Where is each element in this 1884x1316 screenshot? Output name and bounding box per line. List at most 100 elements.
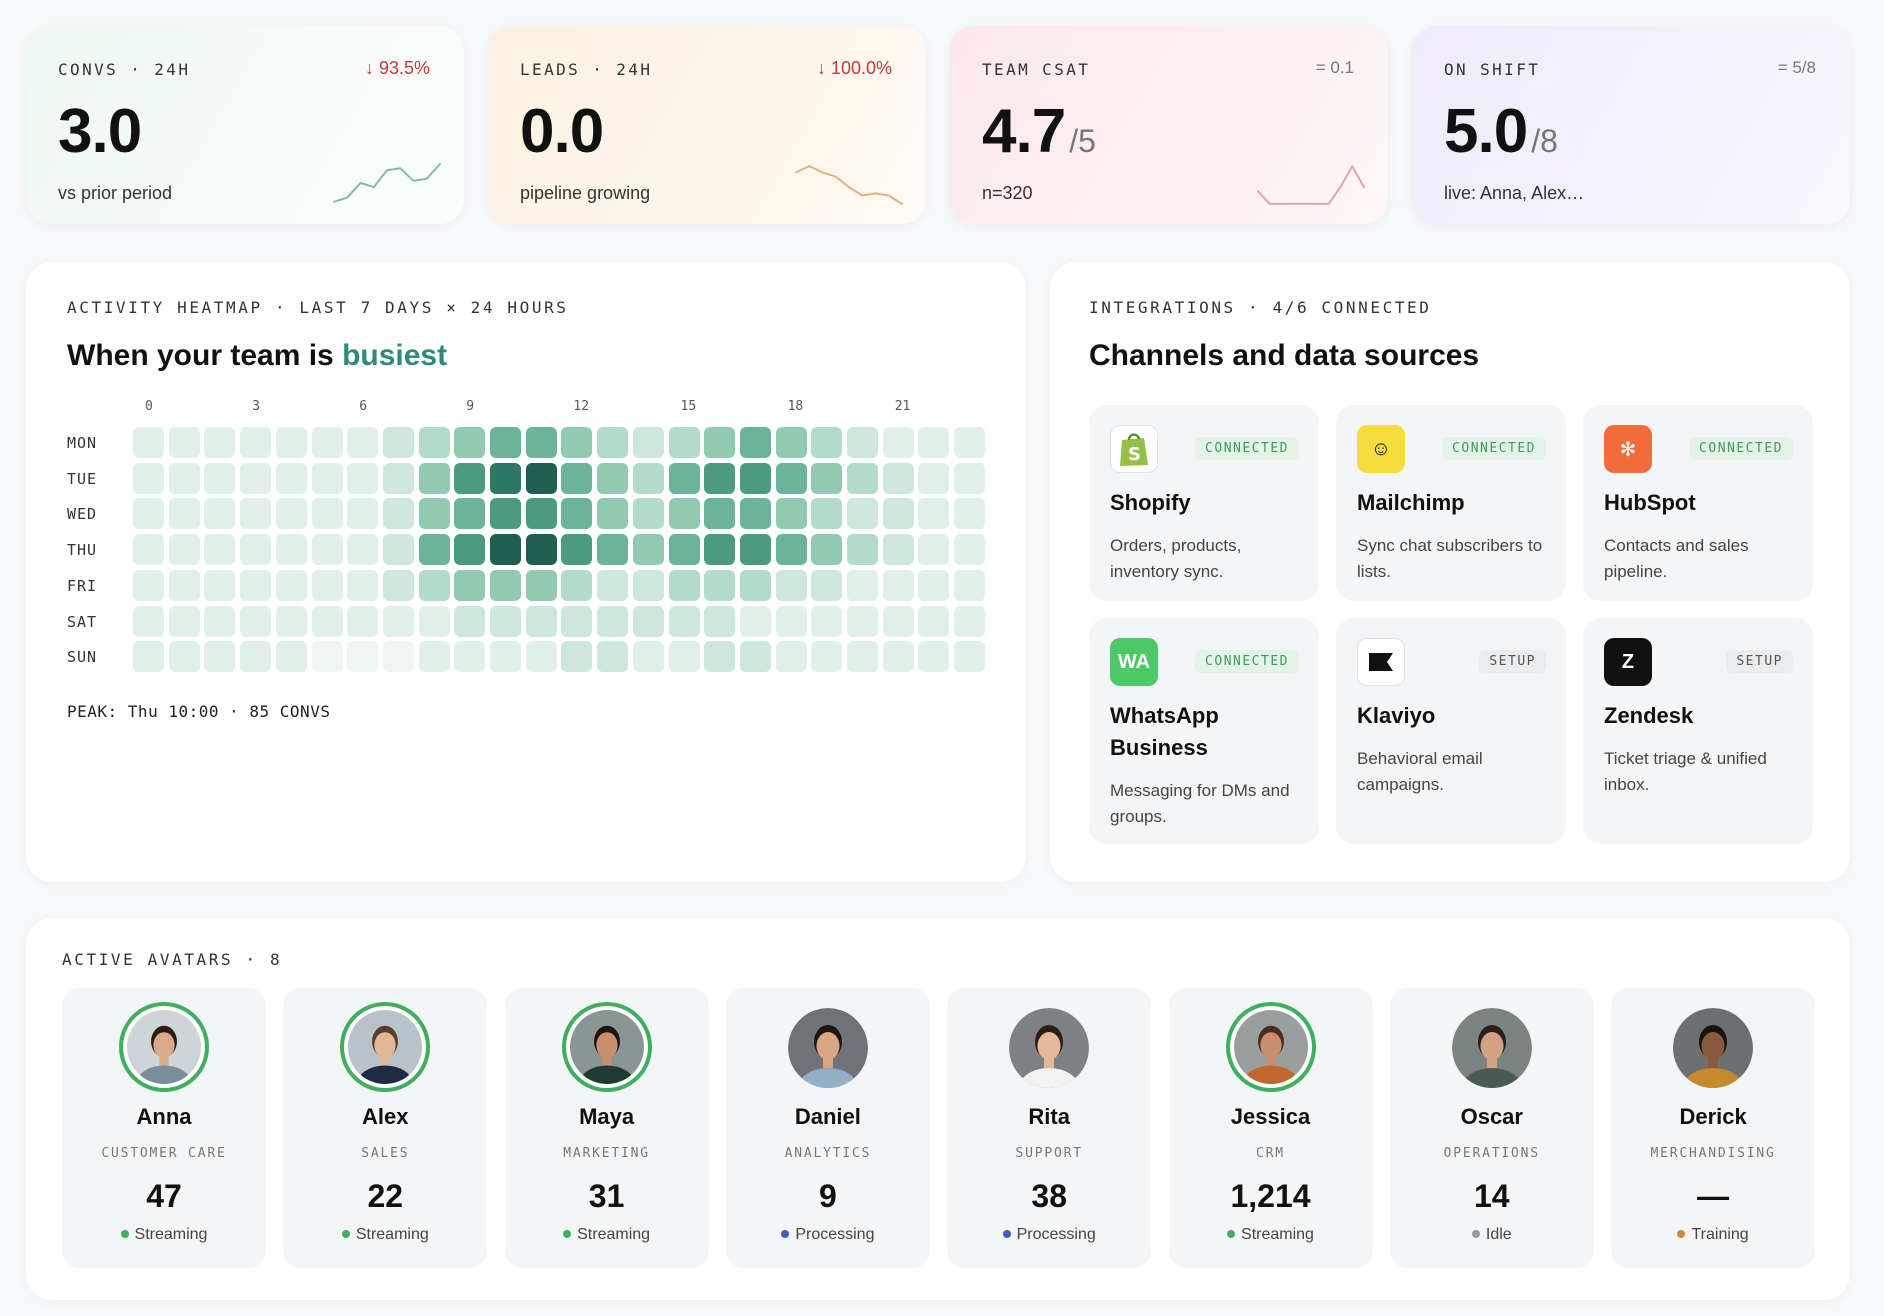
heatmap-cell[interactable] — [454, 427, 486, 458]
heatmap-cell[interactable] — [954, 534, 986, 566]
heatmap-cell[interactable] — [811, 641, 843, 673]
heatmap-cell[interactable] — [811, 427, 843, 458]
heatmap-cell[interactable] — [918, 462, 950, 494]
heatmap-cell[interactable] — [525, 641, 557, 673]
heatmap-cell[interactable] — [490, 641, 521, 673]
heatmap-cell[interactable] — [240, 605, 272, 637]
heatmap-cell[interactable] — [347, 462, 379, 494]
heatmap-cell[interactable] — [847, 427, 878, 458]
heatmap-cell[interactable] — [418, 498, 450, 530]
heatmap-cell[interactable] — [668, 641, 700, 673]
heatmap-cell[interactable] — [347, 569, 379, 601]
avatar-card-anna[interactable]: Anna CUSTOMER CARE 47 Streaming — [62, 988, 266, 1268]
integration-card-mailchimp[interactable]: ☺ CONNECTED Mailchimp Sync chat subscribers… — [1336, 405, 1566, 601]
heatmap-cell[interactable] — [882, 462, 914, 494]
heatmap-cell[interactable] — [347, 498, 379, 530]
heatmap-cell[interactable] — [490, 462, 521, 494]
heatmap-cell[interactable] — [918, 498, 950, 530]
heatmap-cell[interactable] — [632, 569, 664, 601]
heatmap-cell[interactable] — [918, 605, 950, 637]
heatmap-cell[interactable] — [704, 462, 736, 494]
heatmap-cell[interactable] — [847, 498, 878, 530]
heatmap-cell[interactable] — [739, 605, 771, 637]
heatmap-cell[interactable] — [882, 498, 914, 530]
heatmap-cell[interactable] — [311, 569, 343, 601]
heatmap-cell[interactable] — [918, 641, 950, 673]
heatmap-cell[interactable] — [382, 462, 414, 494]
heatmap-cell[interactable] — [418, 641, 450, 673]
heatmap-cell[interactable] — [704, 605, 736, 637]
heatmap-cell[interactable] — [490, 534, 521, 566]
heatmap-cell[interactable] — [347, 534, 379, 566]
integration-card-zendesk[interactable]: Z SETUP Zendesk Ticket triage & unified inb… — [1583, 618, 1813, 844]
heatmap-cell[interactable] — [847, 462, 878, 494]
heatmap-cell[interactable] — [168, 641, 200, 673]
heatmap-cell[interactable] — [811, 534, 843, 566]
heatmap-cell[interactable] — [882, 641, 914, 673]
heatmap-cell[interactable] — [775, 534, 807, 566]
avatar-card-derick[interactable]: Derick MERCHANDISING — Training — [1611, 988, 1816, 1268]
heatmap-cell[interactable] — [204, 641, 236, 673]
heatmap-cell[interactable] — [133, 534, 164, 566]
heatmap-cell[interactable] — [632, 498, 664, 530]
heatmap-cell[interactable] — [882, 534, 914, 566]
heatmap-cell[interactable] — [454, 498, 486, 530]
heatmap-cell[interactable] — [454, 605, 486, 637]
heatmap-cell[interactable] — [347, 641, 379, 673]
heatmap-cell[interactable] — [918, 534, 950, 566]
heatmap-cell[interactable] — [882, 569, 914, 601]
heatmap-cell[interactable] — [275, 534, 307, 566]
heatmap-cell[interactable] — [918, 569, 950, 601]
heatmap-cell[interactable] — [204, 427, 236, 458]
heatmap-cell[interactable] — [168, 462, 200, 494]
heatmap-cell[interactable] — [454, 462, 486, 494]
heatmap-cell[interactable] — [561, 427, 593, 458]
heatmap-cell[interactable] — [204, 498, 236, 530]
heatmap-cell[interactable] — [882, 605, 914, 637]
heatmap-cell[interactable] — [525, 498, 557, 530]
heatmap-cell[interactable] — [847, 569, 878, 601]
heatmap-cell[interactable] — [382, 498, 414, 530]
integration-card-shopify[interactable]: S CONNECTED Shopify Orders, products, inven… — [1089, 405, 1319, 601]
heatmap-cell[interactable] — [418, 462, 450, 494]
heatmap-cell[interactable] — [704, 534, 736, 566]
avatar-card-alex[interactable]: Alex SALES 22 Streaming — [283, 988, 488, 1268]
heatmap-cell[interactable] — [597, 427, 629, 458]
heatmap-cell[interactable] — [133, 462, 164, 494]
heatmap-cell[interactable] — [954, 605, 986, 637]
heatmap-cell[interactable] — [632, 427, 664, 458]
heatmap-cell[interactable] — [382, 534, 414, 566]
heatmap-cell[interactable] — [739, 498, 771, 530]
heatmap-cell[interactable] — [204, 462, 236, 494]
heatmap-cell[interactable] — [632, 462, 664, 494]
heatmap-cell[interactable] — [847, 641, 878, 673]
heatmap-cell[interactable] — [597, 641, 629, 673]
heatmap-cell[interactable] — [382, 605, 414, 637]
heatmap-cell[interactable] — [954, 462, 986, 494]
heatmap-cell[interactable] — [275, 427, 307, 458]
heatmap-cell[interactable] — [490, 605, 521, 637]
heatmap-cell[interactable] — [668, 427, 700, 458]
heatmap-cell[interactable] — [525, 534, 557, 566]
heatmap-cell[interactable] — [382, 641, 414, 673]
heatmap-cell[interactable] — [739, 641, 771, 673]
heatmap-cell[interactable] — [240, 427, 272, 458]
heatmap-cell[interactable] — [133, 498, 164, 530]
heatmap-cell[interactable] — [561, 462, 593, 494]
heatmap-cell[interactable] — [454, 534, 486, 566]
heatmap-cell[interactable] — [561, 498, 593, 530]
heatmap-cell[interactable] — [597, 534, 629, 566]
heatmap-cell[interactable] — [811, 498, 843, 530]
heatmap-cell[interactable] — [918, 427, 950, 458]
heatmap-cell[interactable] — [490, 427, 521, 458]
heatmap-cell[interactable] — [168, 498, 200, 530]
heatmap-cell[interactable] — [311, 605, 343, 637]
heatmap-cell[interactable] — [311, 462, 343, 494]
heatmap-cell[interactable] — [704, 498, 736, 530]
heatmap-cell[interactable] — [597, 605, 629, 637]
heatmap-cell[interactable] — [454, 641, 486, 673]
heatmap-cell[interactable] — [561, 569, 593, 601]
heatmap-cell[interactable] — [240, 641, 272, 673]
heatmap-cell[interactable] — [668, 605, 700, 637]
heatmap-cell[interactable] — [311, 427, 343, 458]
